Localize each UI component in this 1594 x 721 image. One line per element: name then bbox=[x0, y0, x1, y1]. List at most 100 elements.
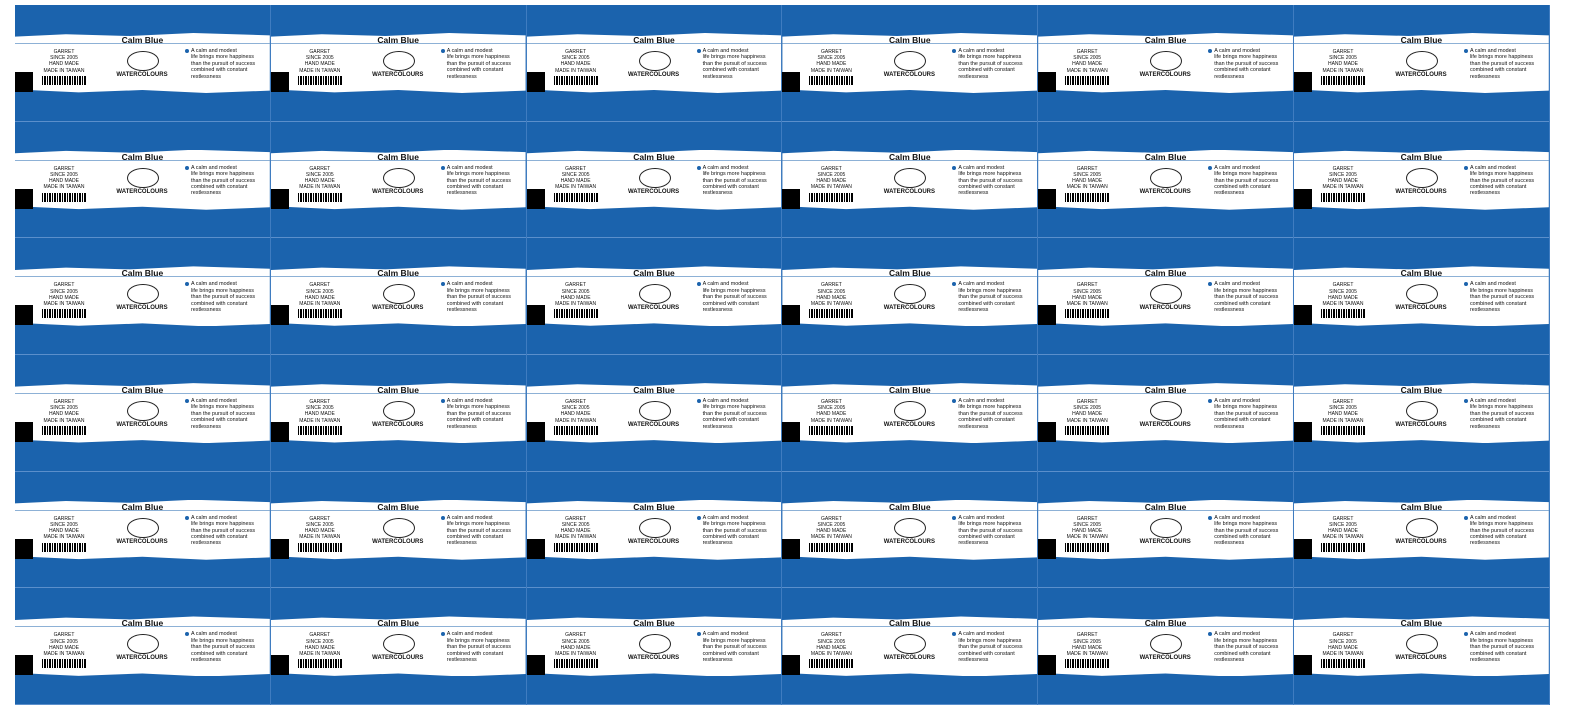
label-info-line: HAND MADE bbox=[48, 61, 79, 68]
garret-logo-icon bbox=[1150, 51, 1183, 71]
quote-line: life brings more happiness bbox=[446, 171, 510, 178]
color-name: Calm Blue bbox=[1144, 501, 1187, 512]
bullet-icon bbox=[952, 49, 957, 53]
maker-info: GARRET SINCE 2005 HAND MADE MADE IN TAIWAN bbox=[1058, 632, 1116, 669]
quote-line: combined with constant bbox=[1469, 533, 1527, 540]
label-info-line: HAND MADE bbox=[816, 411, 847, 418]
quote-line: than the pursuit of success bbox=[702, 410, 767, 417]
label-info-line: SINCE 2005 bbox=[1329, 288, 1357, 295]
paint-label: Calm Blue GARRET SINCE 2005 HAND MADE MADE … bbox=[782, 355, 1039, 472]
quote-line: life brings more happiness bbox=[1469, 637, 1533, 644]
label-info-line: SINCE 2005 bbox=[1073, 55, 1102, 62]
registration-mark bbox=[15, 305, 33, 326]
garret-logo-icon bbox=[1405, 517, 1438, 538]
quote-line: than the pursuit of success bbox=[446, 410, 511, 417]
maker-info: GARRET SINCE 2005 HAND MADE MADE IN TAIWAN bbox=[1314, 516, 1372, 552]
registration-mark bbox=[782, 72, 801, 92]
garret-logo-icon bbox=[127, 51, 159, 71]
registration-mark bbox=[1038, 188, 1057, 209]
quote-line: A calm and modest bbox=[191, 514, 237, 521]
quote-line: combined with constant bbox=[1469, 650, 1527, 657]
bullet-icon bbox=[1463, 515, 1468, 520]
label-info-line: GARRET bbox=[309, 399, 331, 406]
color-name: Calm Blue bbox=[1144, 35, 1187, 45]
product-type: WATERCOLOURS bbox=[116, 72, 168, 78]
barcode-icon bbox=[1065, 309, 1110, 319]
label-info-line: MADE IN TAIWAN bbox=[1322, 651, 1364, 658]
quote-line: combined with constant bbox=[191, 417, 248, 424]
quote-line: restlessness bbox=[446, 307, 477, 313]
label-info-line: SINCE 2005 bbox=[305, 638, 334, 645]
paint-label: Calm Blue GARRET SINCE 2005 HAND MADE MADE … bbox=[1293, 471, 1550, 589]
label-info-line: MADE IN TAIWAN bbox=[555, 67, 597, 74]
garret-logo-icon bbox=[382, 51, 415, 71]
quote-line: than the pursuit of success bbox=[958, 410, 1023, 417]
quote: A calm and modest life brings more happin… bbox=[185, 514, 269, 547]
barcode-icon bbox=[1065, 425, 1110, 435]
paint-label: Calm Blue GARRET SINCE 2005 HAND MADE MADE … bbox=[782, 5, 1039, 122]
maker-info: GARRET SINCE 2005 HAND MADE MADE IN TAIWAN bbox=[1314, 166, 1372, 202]
maker-info: GARRET SINCE 2005 HAND MADE MADE IN TAIWAN bbox=[1314, 282, 1372, 319]
label-info-line: HAND MADE bbox=[1072, 294, 1103, 301]
quote: A calm and modest life brings more happin… bbox=[440, 281, 525, 313]
maker-info: GARRET SINCE 2005 HAND MADE MADE IN TAIWAN bbox=[547, 166, 605, 202]
quote-line: than the pursuit of success bbox=[446, 527, 511, 534]
quote-line: restlessness bbox=[191, 540, 221, 547]
label-info-line: HAND MADE bbox=[48, 644, 79, 651]
quote-line: combined with constant bbox=[446, 183, 504, 190]
color-name: Calm Blue bbox=[1144, 618, 1187, 629]
label-info-line: SINCE 2005 bbox=[1329, 405, 1357, 412]
label-info-line: HAND MADE bbox=[1327, 528, 1358, 535]
label-info-line: HAND MADE bbox=[304, 61, 335, 68]
label-info-line: SINCE 2005 bbox=[1073, 405, 1102, 412]
bullet-icon bbox=[696, 515, 701, 520]
quote-line: life brings more happiness bbox=[191, 171, 254, 178]
label-info-line: SINCE 2005 bbox=[561, 405, 590, 412]
maker-info: GARRET SINCE 2005 HAND MADE MADE IN TAIWAN bbox=[547, 49, 605, 85]
label-info-line: HAND MADE bbox=[1327, 411, 1358, 418]
label-info-line: SINCE 2005 bbox=[817, 405, 846, 412]
registration-mark bbox=[526, 188, 545, 209]
garret-logo-icon bbox=[1150, 284, 1183, 305]
product-type: WATERCOLOURS bbox=[116, 188, 168, 195]
barcode-icon bbox=[1065, 192, 1110, 202]
color-name: Calm Blue bbox=[633, 385, 675, 396]
maker-info: GARRET SINCE 2005 HAND MADE MADE IN TAIWAN bbox=[291, 282, 349, 319]
quote-line: restlessness bbox=[958, 423, 989, 430]
quote-line: restlessness bbox=[1469, 423, 1500, 430]
quote-line: A calm and modest bbox=[446, 48, 493, 54]
bullet-icon bbox=[1208, 282, 1213, 287]
quote-line: life brings more happiness bbox=[1469, 521, 1533, 528]
quote-line: A calm and modest bbox=[191, 164, 237, 171]
quote-line: life brings more happiness bbox=[702, 637, 766, 644]
bullet-icon bbox=[1463, 632, 1468, 637]
barcode-icon bbox=[1320, 659, 1365, 669]
bullet-icon bbox=[952, 632, 957, 637]
paint-label: Calm Blue GARRET SINCE 2005 HAND MADE MADE … bbox=[782, 471, 1039, 589]
label-info-line: GARRET bbox=[1076, 632, 1098, 639]
quote-line: combined with constant bbox=[1469, 183, 1527, 190]
color-name: Calm Blue bbox=[1400, 151, 1443, 162]
quote-line: A calm and modest bbox=[1469, 631, 1516, 638]
quote-line: combined with constant bbox=[446, 650, 504, 657]
quote-line: A calm and modest bbox=[702, 631, 749, 638]
quote-line: than the pursuit of success bbox=[1469, 60, 1535, 67]
quote-line: combined with constant bbox=[702, 67, 759, 74]
label-info-line: HAND MADE bbox=[1072, 528, 1103, 535]
label-info-line: MADE IN TAIWAN bbox=[810, 184, 852, 191]
color-name: Calm Blue bbox=[889, 618, 931, 629]
paint-label: Calm Blue GARRET SINCE 2005 HAND MADE MADE … bbox=[526, 121, 783, 239]
quote: A calm and modest life brings more happin… bbox=[1208, 631, 1292, 663]
bullet-icon bbox=[952, 282, 957, 287]
bullet-icon bbox=[952, 165, 957, 170]
paint-label: Calm Blue GARRET SINCE 2005 HAND MADE MADE … bbox=[15, 5, 271, 122]
quote-line: life brings more happiness bbox=[702, 404, 766, 411]
maker-info: GARRET SINCE 2005 HAND MADE MADE IN TAIWAN bbox=[35, 516, 93, 552]
quote-line: combined with constant bbox=[446, 67, 504, 74]
barcode-icon bbox=[809, 192, 854, 202]
quote-line: life brings more happiness bbox=[958, 404, 1022, 411]
quote-line: combined with constant bbox=[1469, 67, 1527, 74]
registration-mark bbox=[15, 422, 33, 443]
barcode-icon bbox=[297, 75, 342, 85]
quote-line: combined with constant bbox=[191, 183, 248, 190]
